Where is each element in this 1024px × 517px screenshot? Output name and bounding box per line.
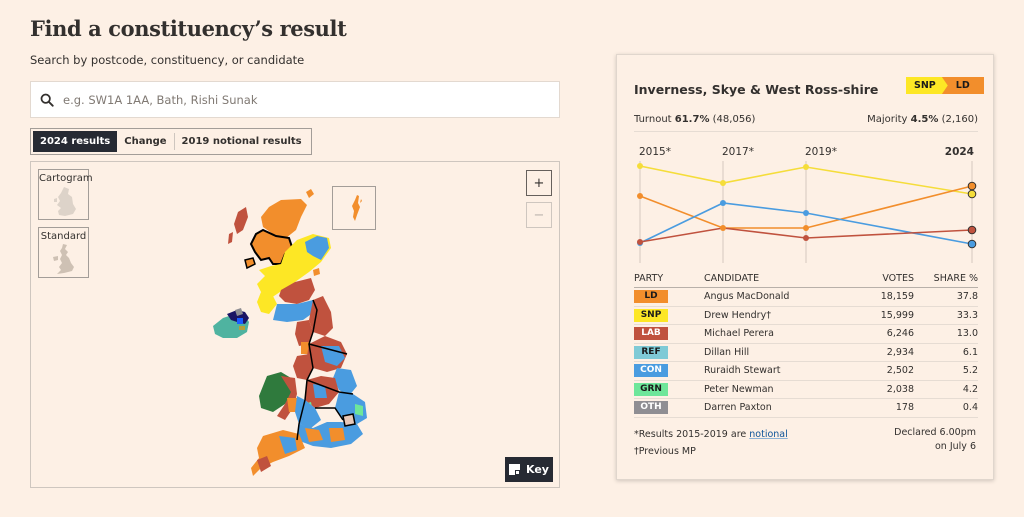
party-badge: CON [634, 364, 668, 378]
year-label-2024: 2024 [945, 146, 974, 158]
table-row: GRN Peter Newman 2,038 4.2 [634, 380, 978, 399]
constituency-name: Inverness, Skye & West Ross-shire [634, 82, 879, 97]
majority: Majority 4.5% (2,160) [867, 114, 978, 125]
uk-map-thumbnail-icon [52, 244, 74, 274]
turnout-majority-row: Turnout 61.7% (48,056) Majority 4.5% (2,… [634, 114, 978, 132]
share-cell: 0.4 [914, 398, 978, 418]
candidate-cell: Dillan Hill [704, 343, 849, 362]
party-badge: LAB [634, 327, 668, 341]
candidate-cell: Angus MacDonald [704, 287, 849, 307]
previous-party-badge: SNP [906, 77, 948, 94]
votes-cell: 2,934 [849, 343, 914, 362]
page-title: Find a constituency’s result [30, 16, 347, 41]
party-cell: LAB [634, 324, 704, 344]
standard-view-button[interactable]: Standard [38, 227, 89, 278]
tab-2024-results[interactable]: 2024 results [33, 131, 118, 152]
share-cell: 33.3 [914, 306, 978, 325]
tab-2019-notional[interactable]: 2019 notional results [181, 136, 302, 147]
zoom-out-button[interactable]: − [526, 202, 552, 228]
party-cell: SNP [634, 306, 704, 325]
table-row: REF Dillan Hill 2,934 6.1 [634, 343, 978, 362]
votes-cell: 15,999 [849, 306, 914, 325]
footnotes: *Results 2015-2019 are notional †Previou… [634, 426, 788, 460]
results-table: PARTY CANDIDATE VOTES SHARE % LD Angus Ma… [634, 272, 978, 418]
candidate-cell: Drew Hendry† [704, 306, 849, 325]
shetland-inset [332, 186, 376, 230]
tab-change[interactable]: Change [124, 136, 167, 147]
seat-change-badge: SNP LD [906, 77, 984, 94]
table-row: CON Ruraidh Stewart 2,502 5.2 [634, 361, 978, 381]
year-label-2019: 2019* [805, 146, 837, 158]
shetland-islands-shape [352, 195, 362, 221]
data-points [637, 163, 977, 249]
header-candidate: CANDIDATE [704, 272, 849, 288]
results-toggle: 2024 results Change 2019 notional result… [30, 128, 312, 155]
zoom-in-button[interactable]: + [526, 170, 552, 196]
candidate-cell: Michael Perera [704, 324, 849, 344]
winning-party-badge: LD [939, 77, 984, 94]
search-input[interactable] [63, 92, 513, 107]
votes-cell: 178 [849, 398, 914, 418]
snp-line [639, 165, 973, 195]
key-legend-icon [509, 464, 521, 475]
notional-footnote: *Results 2015-2019 are notional [634, 429, 788, 440]
uk-constituency-map[interactable] [201, 172, 431, 482]
party-cell: GRN [634, 380, 704, 399]
toggle-divider [173, 133, 175, 150]
votes-cell: 18,159 [849, 287, 914, 307]
lab-line [639, 227, 973, 243]
party-badge: REF [634, 345, 668, 359]
key-label: Key [526, 463, 549, 476]
map-panel[interactable]: Cartogram Standard [30, 161, 560, 488]
cartogram-view-button[interactable]: Cartogram [38, 169, 93, 220]
search-box[interactable] [30, 81, 560, 118]
vote-share-history-chart: 2015* 2017* 2019* 2024 [637, 146, 977, 263]
year-label-2015: 2015* [639, 146, 671, 158]
share-cell: 13.0 [914, 324, 978, 344]
share-cell: 6.1 [914, 343, 978, 362]
standard-label: Standard [40, 231, 87, 242]
table-row: LAB Michael Perera 6,246 13.0 [634, 324, 978, 344]
party-badge: OTH [634, 401, 668, 415]
candidate-cell: Ruraidh Stewart [704, 361, 849, 381]
table-row: LD Angus MacDonald 18,159 37.8 [634, 287, 978, 307]
party-badge: GRN [634, 382, 668, 396]
table-row: SNP Drew Hendry† 15,999 33.3 [634, 306, 978, 325]
con-line [639, 202, 973, 245]
table-header-row: PARTY CANDIDATE VOTES SHARE % [634, 272, 978, 288]
candidate-cell: Peter Newman [704, 380, 849, 399]
header-votes: VOTES [849, 272, 914, 288]
table-row: OTH Darren Paxton 178 0.4 [634, 398, 978, 418]
party-cell: REF [634, 343, 704, 362]
turnout: Turnout 61.7% (48,056) [634, 114, 756, 125]
year-labels: 2015* 2017* 2019* 2024 [639, 146, 974, 158]
party-badge: LD [634, 290, 668, 304]
candidate-cell: Darren Paxton [704, 398, 849, 418]
party-cell: CON [634, 361, 704, 381]
cartogram-thumbnail-icon [53, 187, 76, 216]
year-label-2017: 2017* [722, 146, 754, 158]
previous-mp-footnote: †Previous MP [634, 446, 696, 457]
header-share: SHARE % [914, 272, 978, 288]
key-button[interactable]: Key [505, 457, 553, 482]
search-instructions: Search by postcode, constituency, or can… [30, 53, 305, 67]
header-party: PARTY [634, 272, 704, 288]
share-cell: 4.2 [914, 380, 978, 399]
party-badge: SNP [634, 308, 668, 322]
ld-line [639, 185, 973, 229]
votes-cell: 2,502 [849, 361, 914, 381]
search-icon [40, 93, 54, 107]
party-cell: LD [634, 287, 704, 307]
votes-cell: 2,038 [849, 380, 914, 399]
declared-time: Declared 6.00pm on July 6 [894, 427, 976, 452]
notional-link[interactable]: notional [749, 429, 788, 440]
constituency-result-card: Inverness, Skye & West Ross-shire SNP LD… [616, 54, 994, 480]
share-cell: 37.8 [914, 287, 978, 307]
share-cell: 5.2 [914, 361, 978, 381]
party-cell: OTH [634, 398, 704, 418]
cartogram-label: Cartogram [39, 173, 93, 184]
votes-cell: 6,246 [849, 324, 914, 344]
